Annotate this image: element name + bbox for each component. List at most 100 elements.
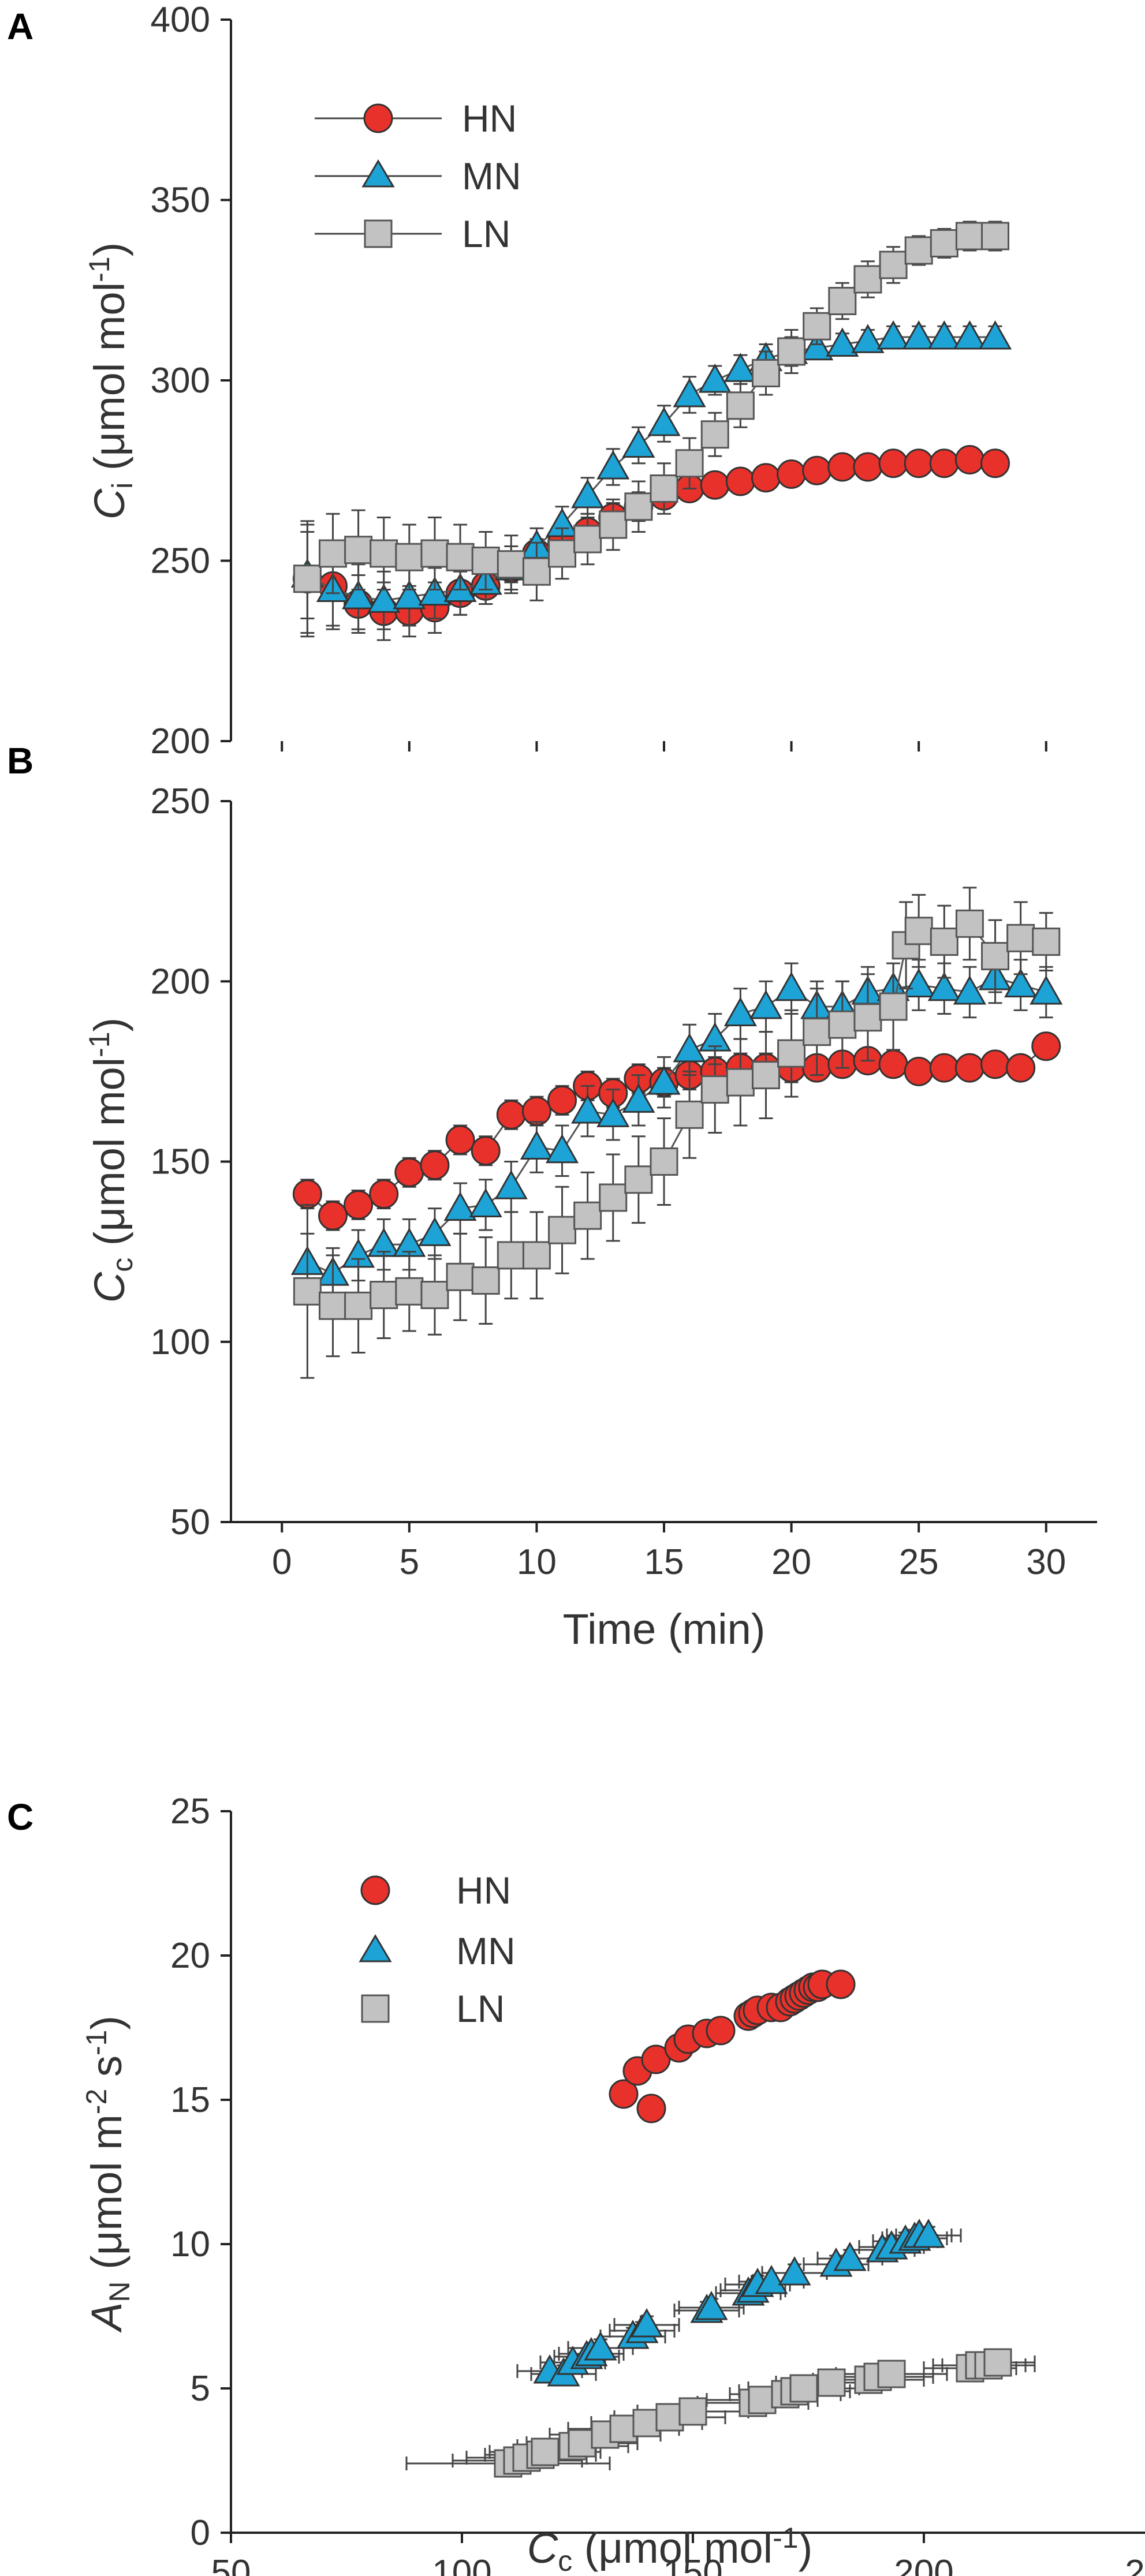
x-tick-label: 0	[272, 1542, 292, 1582]
data-point-hn	[777, 459, 807, 489]
data-point-ln	[497, 1241, 525, 1270]
legend-a-mn-marker	[361, 159, 395, 188]
y-tick-label: 5	[191, 2369, 210, 2409]
panel-c-y-axis-label: AN (μmol m-2 s-1)	[80, 2016, 136, 2333]
data-point-mn	[698, 363, 732, 393]
data-point-ln	[446, 1262, 475, 1291]
data-point-ln	[853, 1003, 882, 1032]
data-point-ln	[293, 564, 322, 593]
data-point-ln	[531, 2437, 560, 2466]
data-point-mn	[622, 1083, 655, 1113]
panel-a-y-axis-label: Ci (μmol mol-1)	[83, 242, 139, 520]
data-point-ln	[497, 550, 525, 579]
data-point-ln	[955, 222, 984, 251]
data-point-mn	[673, 1033, 706, 1063]
data-point-ln	[522, 557, 551, 586]
data-point-ln	[573, 1201, 602, 1230]
data-point-ln	[370, 539, 398, 568]
panel-b-letter: B	[7, 740, 33, 782]
data-point-ln	[650, 474, 678, 503]
data-point-hn	[827, 452, 857, 482]
data-point-ln	[548, 539, 577, 568]
data-point-mn	[393, 579, 426, 610]
legend-c-ln-label: LN	[456, 1987, 505, 2030]
y-tick-label: 100	[151, 1322, 210, 1362]
panel-a-x-ticks	[281, 741, 1047, 752]
data-point-mn	[1004, 968, 1038, 997]
x-tick-label: 200	[894, 2553, 953, 2576]
data-point-ln	[471, 547, 500, 575]
x-tick-label: 250	[1125, 2553, 1145, 2576]
y-tick-label: 15	[170, 2080, 210, 2120]
data-point-ln	[624, 492, 653, 521]
x-tick-label: 150	[663, 2553, 722, 2576]
data-point-hn	[394, 1157, 424, 1187]
data-point-mn	[584, 2331, 617, 2361]
data-point-mn	[775, 971, 808, 1001]
data-point-mn	[978, 320, 1012, 350]
data-point-hn	[954, 445, 984, 474]
data-point-mn	[851, 324, 885, 353]
data-point-mn	[647, 1065, 681, 1095]
data-point-mn	[902, 968, 935, 997]
data-point-hn	[609, 2079, 639, 2109]
panel-c-x-axis-label: Cc (μmol mol-1)	[527, 2522, 812, 2576]
data-point-mn	[571, 478, 605, 509]
panel-b-y-axis-label: Cc (μmol mol-1)	[83, 1018, 139, 1303]
legend-c-ln: LN	[361, 1987, 505, 2030]
data-point-ln	[293, 1277, 322, 1306]
data-point-mn	[418, 1217, 452, 1246]
legend-a-hn: HN	[315, 97, 517, 140]
data-point-mn	[647, 406, 681, 436]
legend-a-ln-label: LN	[462, 212, 510, 255]
data-point-hn	[521, 1096, 551, 1126]
legend-c-mn-marker	[359, 1934, 392, 1962]
series-ln	[293, 220, 1010, 638]
data-point-ln	[678, 2397, 707, 2426]
legend-a-hn-marker	[363, 103, 393, 133]
data-point-hn	[318, 1201, 348, 1231]
data-point-ln	[650, 1147, 678, 1176]
data-point-mn	[902, 320, 935, 350]
panel-c-letter: C	[7, 1796, 33, 1838]
data-point-hn	[445, 1125, 475, 1155]
data-point-ln	[904, 917, 933, 945]
data-point-ln	[655, 2403, 684, 2432]
data-point-ln	[573, 525, 602, 554]
data-point-mn	[571, 1094, 605, 1124]
data-point-hn	[641, 2044, 671, 2074]
data-point-ln	[904, 236, 933, 265]
data-point-mn	[469, 1188, 502, 1217]
y-tick-label: 400	[151, 0, 210, 40]
panel-b-y-ticks: 50 100 150 200 250	[151, 782, 231, 1542]
x-tick-label: 30	[1026, 1542, 1066, 1582]
data-point-ln	[318, 539, 347, 568]
data-point-ln	[803, 312, 831, 341]
legend-c-mn-label: MN	[456, 1930, 516, 1972]
y-tick-label: 250	[151, 782, 210, 821]
series-hn	[609, 1969, 856, 2123]
data-point-hn	[471, 1136, 501, 1166]
series-line	[307, 235, 995, 579]
data-point-hn	[706, 2016, 736, 2046]
data-point-ln	[420, 1281, 449, 1310]
data-point-hn	[725, 466, 755, 496]
data-point-ln	[877, 2360, 906, 2388]
data-point-mn	[596, 1098, 630, 1127]
x-tick-label: 15	[644, 1542, 684, 1582]
data-point-hn	[547, 1085, 577, 1115]
data-point-mn	[494, 1170, 528, 1199]
data-point-ln	[879, 992, 908, 1021]
data-point-ln	[548, 1216, 577, 1244]
panel-a-letter: A	[7, 6, 33, 47]
y-tick-label: 25	[170, 1792, 210, 1831]
data-point-hn	[802, 455, 832, 485]
data-point-ln	[751, 359, 780, 387]
panel-c-y-ticks: 0 5 10 15 20 25	[170, 1792, 231, 2553]
data-point-ln	[471, 1266, 500, 1295]
data-point-mn	[443, 1191, 477, 1221]
panel-c-x-ticks: 50 100 150 200 250	[211, 2533, 1145, 2576]
data-point-mn	[673, 377, 706, 407]
panel-c-legend: HN MN LN	[359, 1869, 516, 2030]
legend-a-mn: MN	[315, 155, 521, 197]
